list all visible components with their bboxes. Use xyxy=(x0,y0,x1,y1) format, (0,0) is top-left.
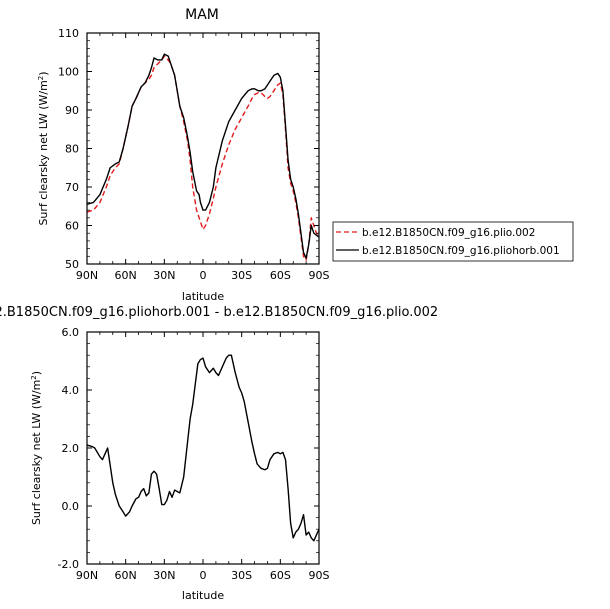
top-chart-x-tick-label: 30N xyxy=(153,269,175,282)
bottom-chart-y-tick-label: 2.0 xyxy=(62,442,80,455)
top-chart-x-tick-label: 90S xyxy=(309,269,330,282)
top-chart-x-tick-label: 30S xyxy=(231,269,252,282)
top-chart-y-tick-label: 90 xyxy=(65,104,79,117)
bottom-chart-y-axis-label-main: Surf clearsky net LW (W/m xyxy=(30,380,43,525)
bottom-chart-x-tick-label: 0 xyxy=(200,569,207,582)
top-chart-y-axis-label-main: Surf clearsky net LW (W/m xyxy=(37,80,50,225)
bottom-chart-title: b.e12.B1850CN.f09_g16.pliohorb.001 - b.e… xyxy=(0,305,438,320)
bottom-chart-y-tick-label: -2.0 xyxy=(58,558,79,571)
top-chart-y-tick-label: 100 xyxy=(58,66,79,79)
bottom-chart-x-tick-label: 60N xyxy=(115,569,137,582)
top-chart-panel: MAM 90N 60N 30N 0 30S 60S 90S5060708090100110 … xyxy=(37,7,574,303)
bottom-chart-x-tick-label: 30S xyxy=(231,569,252,582)
bottom-chart-y-tick-label: 0.0 xyxy=(62,500,80,513)
top-chart-y-axis-label-sup: 2 xyxy=(37,76,45,80)
bottom-chart-ticks-layer: 90N 60N 30N 0 30S 60S 90S -2.0 0.0 2.0 4.0 6.0 xyxy=(58,326,330,582)
top-chart-x-axis-label: latitude xyxy=(182,290,224,303)
top-chart-x-tick-label: 60N xyxy=(115,269,137,282)
bottom-chart-x-tick-label: 90S xyxy=(309,569,330,582)
top-chart-x-tick-label: 90N xyxy=(76,269,98,282)
bottom-chart-y-axis-label: Surf clearsky net LW (W/m2) xyxy=(30,371,43,525)
bottom-chart-x-axis-label: latitude xyxy=(182,589,224,602)
bottom-chart-series-line-0 xyxy=(87,354,319,542)
bottom-chart-y-axis-label-end: ) xyxy=(30,371,43,375)
top-chart-legend: b.e12.B1850CN.f09_g16.plio.002 b.e12.B18… xyxy=(332,221,574,262)
bottom-chart-x-tick-label: 30N xyxy=(153,569,175,582)
top-chart-series-layer xyxy=(87,53,319,261)
bottom-chart-y-tick-label: 6.0 xyxy=(62,326,80,339)
bottom-chart-plot-frame xyxy=(86,331,320,565)
top-chart-series-line-0 xyxy=(87,55,319,261)
legend-label-plio: b.e12.B1850CN.f09_g16.plio.002 xyxy=(362,227,535,239)
top-chart-y-tick-label: 80 xyxy=(65,143,79,156)
legend-box xyxy=(332,221,574,262)
top-chart-y-tick-label: 60 xyxy=(65,220,79,233)
top-chart-plot-frame xyxy=(86,32,320,265)
bottom-chart-series-layer xyxy=(87,354,319,542)
top-chart-y-axis-label: Surf clearsky net LW (W/m2) xyxy=(37,71,50,225)
bottom-chart-x-tick-label: 60S xyxy=(270,569,291,582)
top-chart-series-line-1 xyxy=(87,53,319,259)
top-chart-y-tick-label: 70 xyxy=(65,181,79,194)
top-chart-y-tick-label: 50 xyxy=(65,258,79,271)
bottom-chart-y-tick-label: 4.0 xyxy=(62,384,80,397)
top-chart-title: MAM xyxy=(185,7,219,23)
legend-label-pliohorb: b.e12.B1850CN.f09_g16.pliohorb.001 xyxy=(362,245,560,257)
top-chart-y-tick-label: 110 xyxy=(58,27,79,40)
top-chart-x-tick-label: 60S xyxy=(270,269,291,282)
bottom-chart-y-axis-label-sup: 2 xyxy=(30,375,38,379)
top-chart-x-tick-label: 0 xyxy=(200,269,207,282)
bottom-chart-x-tick-label: 90N xyxy=(76,569,98,582)
top-chart-ticks-layer: 90N 60N 30N 0 30S 60S 90S 50 60 70 80 90 100 110 xyxy=(58,27,330,282)
bottom-chart-panel: b.e12.B1850CN.f09_g16.pliohorb.001 - b.e… xyxy=(0,305,438,602)
top-chart-y-axis-label-end: ) xyxy=(37,71,50,75)
